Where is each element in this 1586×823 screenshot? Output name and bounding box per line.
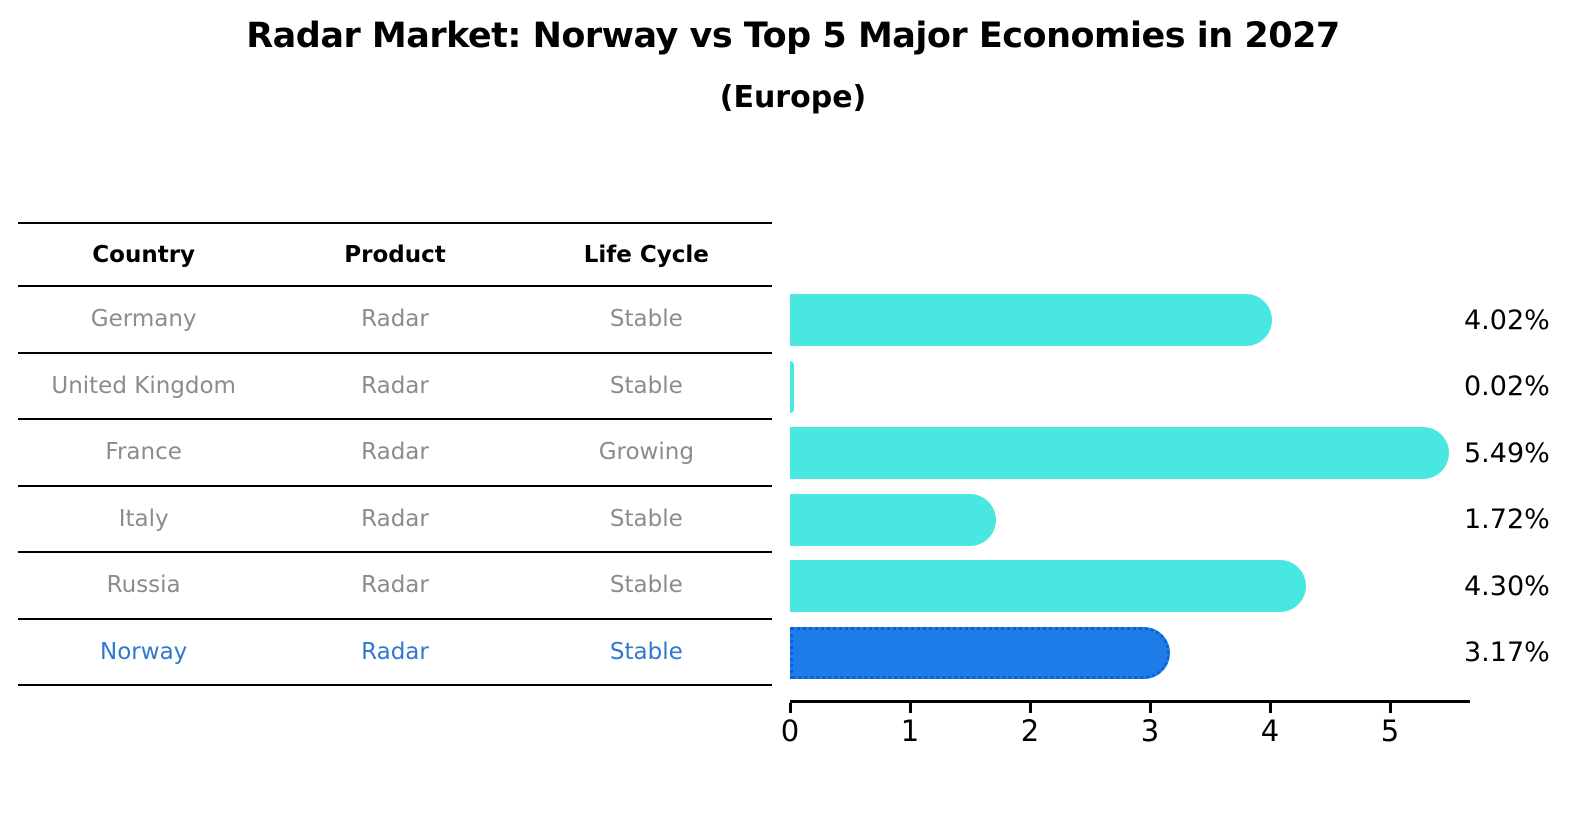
cell-life-cycle: Stable bbox=[609, 306, 683, 333]
bar-russia bbox=[790, 560, 1306, 613]
chart-title: Radar Market: Norway vs Top 5 Major Econ… bbox=[246, 16, 1340, 56]
bar-norway bbox=[790, 626, 1171, 679]
x-tick-label: 3 bbox=[1140, 714, 1160, 748]
table-row: Germany Radar Stable bbox=[18, 287, 772, 354]
table-row: France Radar Growing bbox=[18, 420, 772, 487]
value-label-norway: 3.17% bbox=[1464, 637, 1550, 669]
cell-life-cycle: Stable bbox=[609, 572, 683, 599]
x-tick-label: 4 bbox=[1260, 714, 1280, 748]
x-axis-line bbox=[790, 700, 1470, 703]
x-tick-label: 0 bbox=[780, 714, 800, 748]
value-label-russia: 4.30% bbox=[1464, 570, 1550, 602]
cell-life-cycle: Stable bbox=[609, 372, 683, 399]
cell-country: Germany bbox=[90, 306, 197, 333]
x-tick-label: 5 bbox=[1380, 714, 1400, 748]
table-row: Russia Radar Stable bbox=[18, 553, 772, 620]
bar-chart-area bbox=[790, 287, 1470, 686]
value-label-italy: 1.72% bbox=[1464, 504, 1550, 536]
cell-product: Radar bbox=[361, 372, 429, 399]
x-tick-mark bbox=[908, 703, 912, 713]
bar-germany bbox=[790, 294, 1273, 347]
x-axis: 0 1 2 3 4 5 bbox=[781, 700, 1470, 760]
table-header-row: Country Product Life Cycle bbox=[18, 222, 772, 287]
value-label-france: 5.49% bbox=[1464, 437, 1550, 469]
chart-subtitle: (Europe) bbox=[719, 80, 867, 115]
cell-country: Italy bbox=[118, 505, 169, 532]
column-header-product: Product bbox=[344, 241, 446, 268]
x-tick-mark bbox=[1268, 703, 1272, 713]
table-body: Germany Radar Stable United Kingdom Rada… bbox=[18, 287, 772, 686]
column-header-country: Country bbox=[92, 241, 196, 268]
x-tick-mark bbox=[1028, 703, 1032, 713]
column-header-life-cycle: Life Cycle bbox=[583, 241, 709, 268]
bar-italy bbox=[790, 493, 997, 546]
country-table: Country Product Life Cycle Germany Radar… bbox=[18, 222, 772, 686]
table-row: United Kingdom Radar Stable bbox=[18, 354, 772, 420]
value-label-united-kingdom: 0.02% bbox=[1464, 371, 1550, 403]
x-tick-mark bbox=[788, 703, 792, 713]
cell-life-cycle: Growing bbox=[598, 439, 694, 466]
cell-product: Radar bbox=[361, 572, 429, 599]
x-tick-label: 2 bbox=[1020, 714, 1040, 748]
cell-product: Radar bbox=[361, 439, 429, 466]
cell-country: Russia bbox=[106, 572, 181, 599]
x-tick-label: 1 bbox=[900, 714, 920, 748]
table-row: Norway Radar Stable bbox=[18, 620, 772, 686]
x-tick-mark bbox=[1148, 703, 1152, 713]
value-label-germany: 4.02% bbox=[1464, 304, 1550, 336]
bar-france bbox=[790, 427, 1449, 480]
cell-country: United Kingdom bbox=[51, 372, 236, 399]
cell-life-cycle: Stable bbox=[609, 505, 683, 532]
cell-country: Norway bbox=[100, 638, 188, 665]
table-row: Italy Radar Stable bbox=[18, 487, 772, 553]
cell-product: Radar bbox=[361, 306, 429, 333]
cell-product: Radar bbox=[361, 505, 429, 532]
bar-united-kingdom bbox=[790, 360, 794, 413]
cell-life-cycle: Stable bbox=[609, 638, 683, 665]
x-tick-mark bbox=[1388, 703, 1392, 713]
cell-country: France bbox=[105, 439, 182, 466]
cell-product: Radar bbox=[361, 638, 429, 665]
